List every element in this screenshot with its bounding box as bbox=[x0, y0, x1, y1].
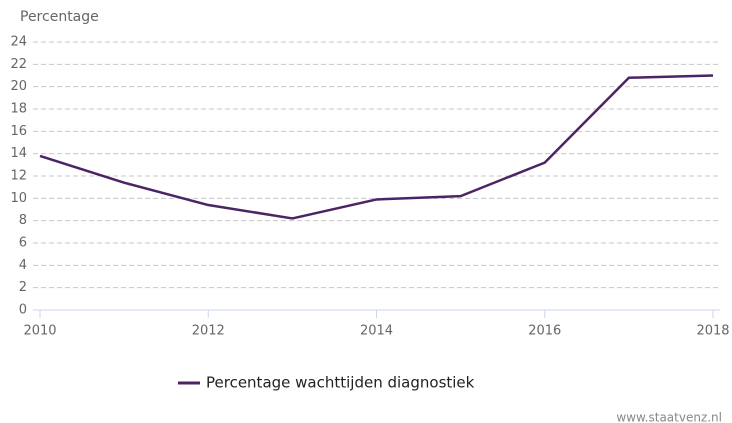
x-tick-label: 2010 bbox=[23, 324, 56, 339]
source: www.staatvenz.nl bbox=[616, 411, 722, 423]
y-tick-label: 24 bbox=[10, 35, 27, 50]
x-tick-label: 2016 bbox=[528, 324, 561, 339]
y-tick-label: 8 bbox=[19, 213, 27, 228]
y-tick-label: 22 bbox=[10, 57, 27, 72]
y-tick-label: 0 bbox=[19, 303, 27, 318]
y-tick-label: 18 bbox=[10, 102, 27, 117]
x-tick-label: 2018 bbox=[696, 324, 729, 339]
legend-label: Percentage wachttijden diagnostiek bbox=[206, 374, 475, 392]
y-tick-label: 12 bbox=[10, 169, 27, 184]
y-tick-label: 4 bbox=[19, 258, 27, 273]
y-tick-label: 10 bbox=[10, 191, 27, 206]
y-tick-label: 14 bbox=[10, 146, 27, 161]
line bbox=[39, 74, 714, 220]
y-axis-label: Percentage bbox=[20, 9, 99, 25]
x-tick-label: 2014 bbox=[360, 324, 393, 339]
y-tick-label: 16 bbox=[10, 124, 27, 139]
x-tick-label: 2012 bbox=[192, 324, 225, 339]
y-tick-label: 20 bbox=[10, 79, 27, 94]
y-tick-label: 2 bbox=[19, 280, 27, 295]
y-tick-label: 6 bbox=[19, 236, 27, 251]
